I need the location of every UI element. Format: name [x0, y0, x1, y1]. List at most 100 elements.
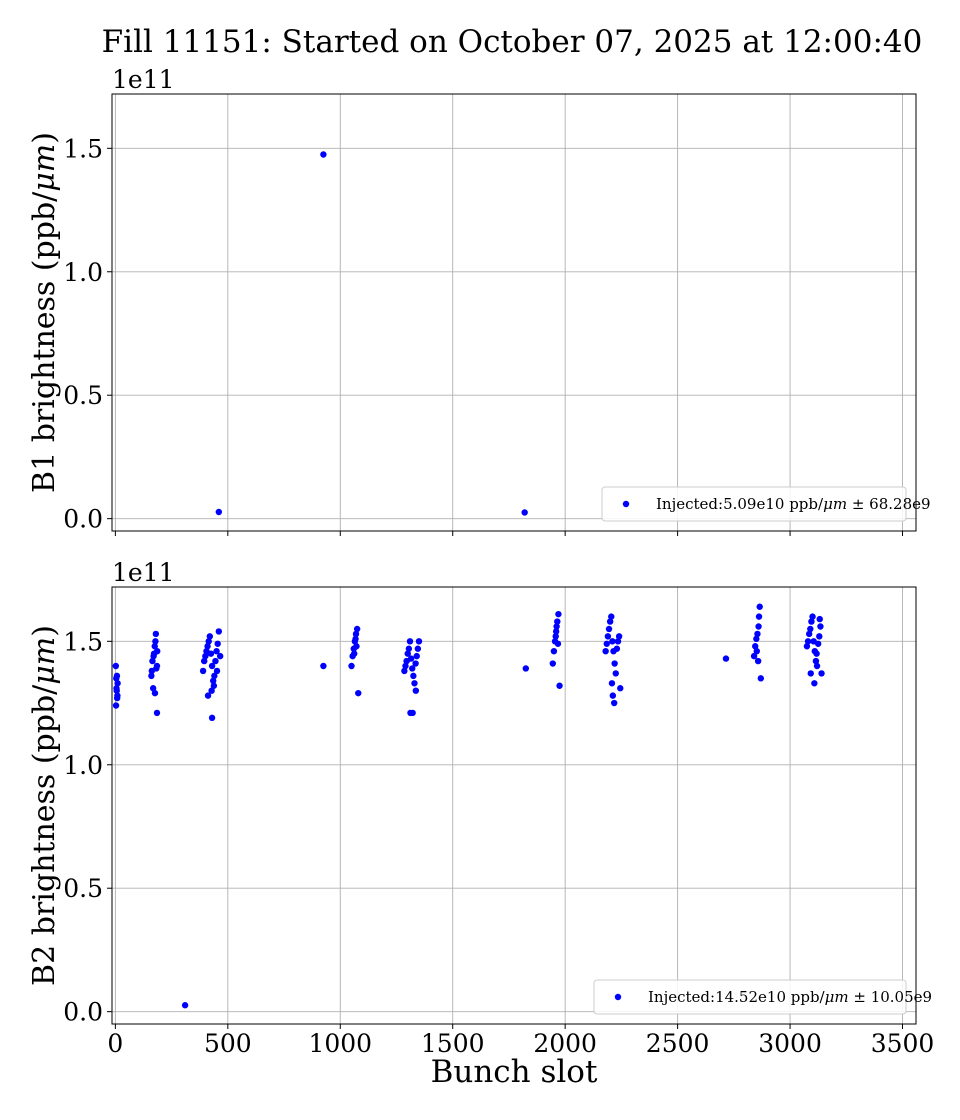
b2-y-tick-label: 0.0: [63, 998, 103, 1027]
b2-data-point: [152, 630, 160, 638]
b2-axes-frame: [111, 586, 917, 1025]
b2-data-point: [401, 667, 408, 675]
b2-data-point: [406, 638, 414, 645]
b2-legend-box: [593, 979, 907, 1015]
b2-data-point: [522, 665, 530, 672]
b2-data-point: [603, 640, 610, 647]
b2-legend: Injected:14.52e10 ppb/μm ± 10.05e9: [593, 979, 932, 1015]
b2-data-point: [210, 677, 217, 685]
b2-data-point: [114, 692, 121, 699]
b2-data-point: [353, 643, 360, 650]
b2-data-point: [114, 680, 121, 687]
b2-data-point: [202, 652, 209, 660]
b1-axes-frame: [111, 93, 917, 532]
b2-data-point: [818, 670, 825, 677]
b2-data-point: [611, 660, 618, 667]
b2-data-point: [814, 640, 822, 647]
b2-data-point: [809, 613, 816, 620]
b2-data-point: [807, 670, 814, 677]
b1-legend-text: Injected:5.09e10 ppb/μm ± 68.28e9: [656, 495, 931, 513]
b2-data-point: [556, 682, 563, 689]
b2-data-point: [207, 650, 215, 657]
b1-brightness-panel: 0.0 0.5 1.0 1.5 1e11 B1 brightness (ppb/μm)…: [27, 65, 931, 536]
b2-brightness-panel: 0 500 1000 1500 2000 2500 3000 3500 0.0 0.5 1.0 1.5…: [27, 558, 934, 1058]
b2-y-tick-label: 1.5: [63, 627, 103, 656]
b2-data-point: [755, 623, 762, 630]
b2-data-point: [606, 618, 614, 625]
b1-grid: [112, 94, 916, 531]
b2-data-point: [409, 709, 416, 717]
b2-grid: [112, 587, 916, 1024]
b2-data-point: [409, 665, 416, 672]
b2-data-point: [113, 685, 120, 692]
b1-legend: Injected:5.09e10 ppb/μm ± 68.28e9: [601, 486, 931, 522]
b2-data-point: [609, 692, 617, 699]
b2-data-point: [208, 687, 215, 694]
b2-data-point: [756, 603, 763, 610]
b1-points: [215, 151, 528, 516]
b1-data-point: [521, 509, 528, 516]
b2-data-point: [808, 618, 815, 625]
b2-data-point: [411, 680, 418, 687]
b2-data-point: [615, 633, 623, 640]
b2-data-point: [151, 689, 159, 697]
b2-data-point: [410, 672, 417, 680]
b2-data-point: [552, 633, 559, 640]
b2-data-point: [811, 680, 818, 687]
b2-data-point: [750, 652, 758, 660]
b1-y-tick-label: 1.5: [63, 134, 103, 163]
b2-data-point: [149, 685, 157, 692]
b2-data-point: [554, 618, 561, 625]
b1-offset-text: 1e11: [112, 65, 175, 94]
b2-data-point: [216, 652, 224, 660]
b1-legend-box: [601, 486, 907, 522]
b2-data-point: [614, 638, 622, 645]
b2-data-point: [608, 613, 615, 620]
b1-y-tick-label: 0.0: [63, 505, 103, 534]
b2-data-point: [613, 645, 621, 652]
b2-data-point: [154, 647, 161, 655]
b2-data-point: [148, 672, 155, 680]
b2-data-point: [412, 660, 419, 667]
b2-data-point: [754, 630, 761, 638]
b2-data-point: [617, 685, 624, 692]
b2-data-point: [807, 625, 814, 633]
figure-title: Fill 11151: Started on October 07, 2025 …: [102, 24, 923, 60]
b2-data-point: [412, 687, 420, 694]
b2-data-point: [722, 655, 730, 662]
b2-data-point: [205, 638, 212, 645]
b2-data-point: [753, 647, 760, 655]
b2-data-point: [402, 662, 409, 670]
b1-data-point: [320, 151, 327, 158]
b2-data-point: [612, 670, 619, 677]
b2-data-point: [413, 652, 420, 660]
b2-data-point: [355, 689, 362, 697]
b2-x-tick-label: 2500: [646, 1029, 710, 1058]
b1-ticks: 0.0 0.5 1.0 1.5: [63, 134, 904, 536]
b2-data-point: [804, 638, 812, 645]
b2-data-point: [555, 610, 562, 618]
b2-data-point: [348, 662, 355, 670]
b2-data-point: [208, 714, 216, 722]
b2-data-point: [602, 647, 609, 655]
b2-data-point: [554, 640, 562, 647]
b2-data-point: [405, 645, 413, 652]
b2-x-tick-label: 3500: [871, 1029, 935, 1058]
b2-data-point: [604, 633, 612, 640]
b2-data-point: [112, 702, 120, 709]
b2-data-point: [213, 667, 221, 675]
b2-data-point: [112, 662, 120, 670]
b2-data-point: [404, 650, 411, 657]
b2-data-point: [204, 643, 211, 650]
b2-data-point: [755, 613, 763, 620]
b1-y-tick-label: 1.0: [63, 258, 103, 287]
b2-data-point: [414, 645, 422, 652]
b2-x-tick-label: 1000: [308, 1029, 372, 1058]
b2-data-point: [754, 657, 762, 665]
b2-legend-marker: [614, 993, 622, 1001]
b2-data-point: [816, 615, 823, 623]
b2-data-point: [351, 650, 358, 657]
b2-data-point: [803, 643, 811, 650]
b2-data-point: [816, 633, 823, 640]
